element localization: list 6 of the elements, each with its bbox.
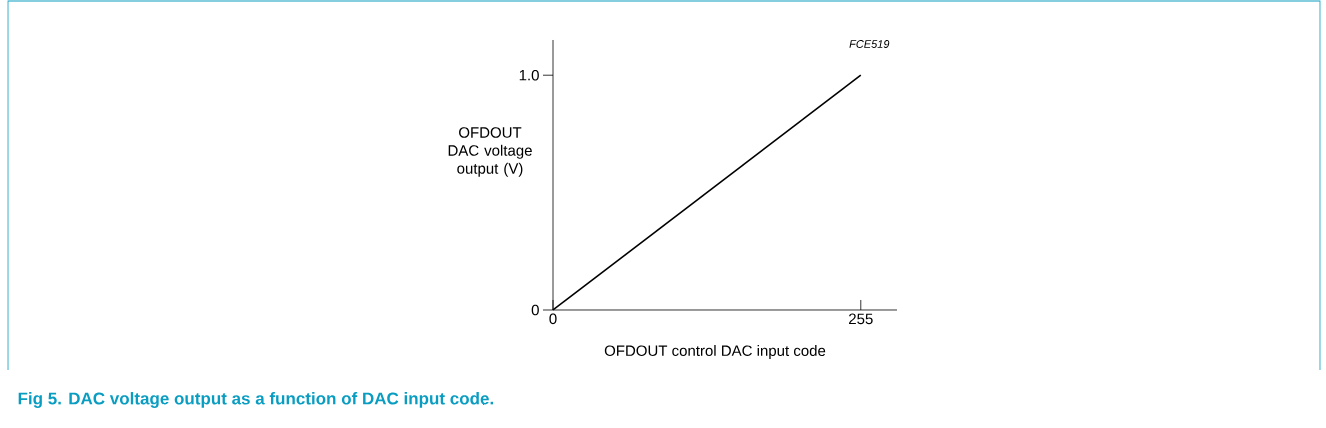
- text: Fig 5. DAC voltage output as a function of DAC input code.: [18, 392, 493, 408]
- annotation: FCE519: [849, 40, 890, 48]
- y-tick-label: 1.0: [519, 69, 539, 81]
- x-tick-label: 255: [849, 313, 873, 325]
- y-axis-title: OFDOUT DAC voltage output (V): [448, 127, 532, 177]
- x-axis-title: OFDOUT control DAC input code: [604, 345, 826, 359]
